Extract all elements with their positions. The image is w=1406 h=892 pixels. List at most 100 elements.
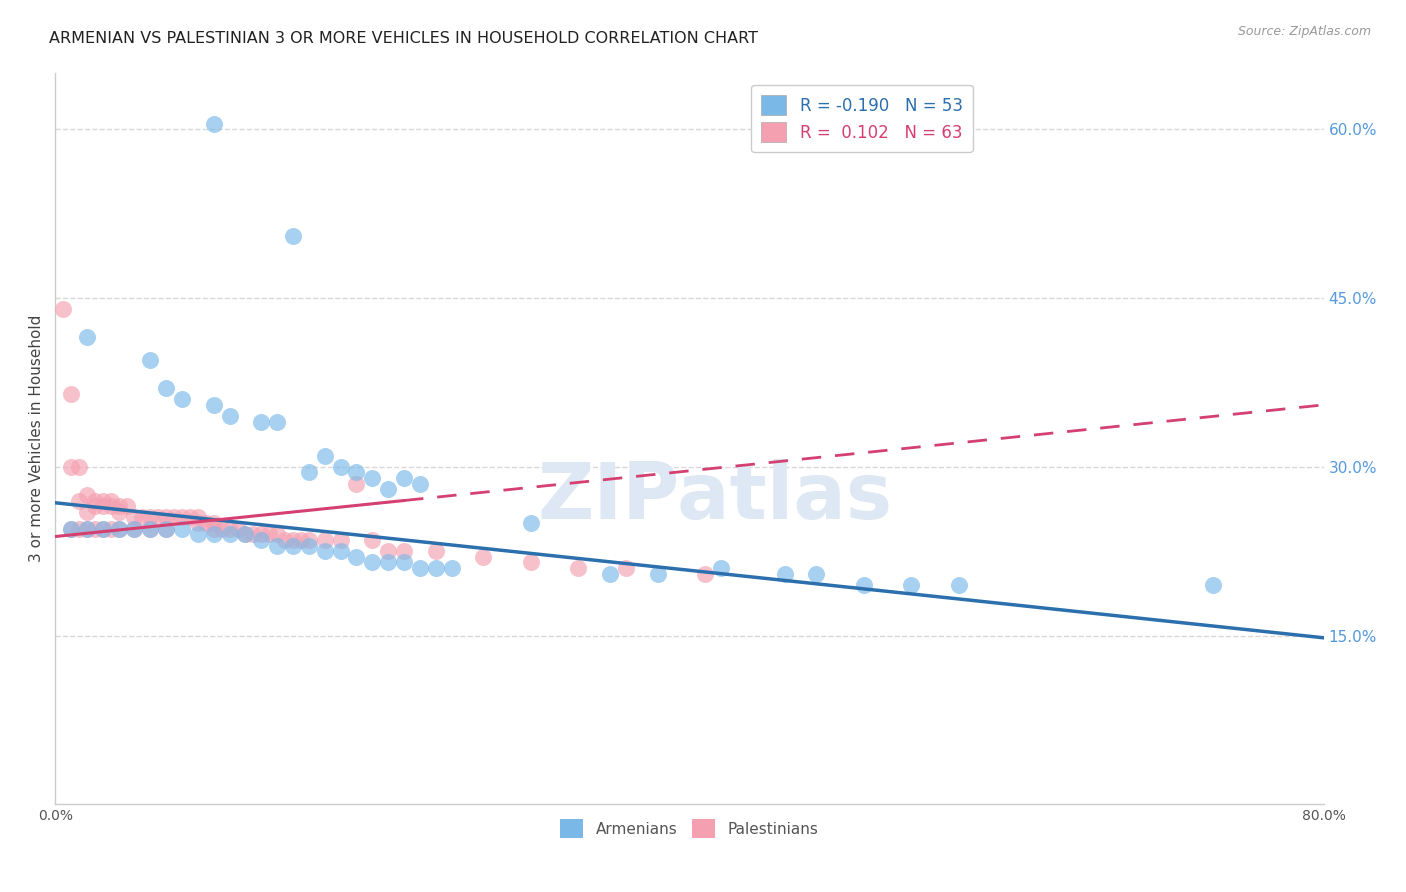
Point <box>392 544 415 558</box>
Point <box>131 510 153 524</box>
Point <box>425 544 447 558</box>
Point <box>599 566 621 581</box>
Point <box>392 471 415 485</box>
Point <box>344 549 367 564</box>
Point <box>266 527 288 541</box>
Point <box>170 392 193 407</box>
Point <box>179 510 201 524</box>
Point <box>695 566 717 581</box>
Point <box>250 527 273 541</box>
Point <box>202 522 225 536</box>
Text: ARMENIAN VS PALESTINIAN 3 OR MORE VEHICLES IN HOUSEHOLD CORRELATION CHART: ARMENIAN VS PALESTINIAN 3 OR MORE VEHICL… <box>49 31 758 46</box>
Point <box>614 561 637 575</box>
Point <box>472 549 495 564</box>
Point <box>852 578 875 592</box>
Point <box>377 544 399 558</box>
Point <box>76 505 98 519</box>
Point <box>250 415 273 429</box>
Point <box>91 499 114 513</box>
Point <box>290 533 312 547</box>
Point <box>235 527 257 541</box>
Point <box>83 493 105 508</box>
Point <box>314 533 336 547</box>
Point <box>139 522 162 536</box>
Point <box>409 561 432 575</box>
Y-axis label: 3 or more Vehicles in Household: 3 or more Vehicles in Household <box>30 315 44 562</box>
Point <box>266 415 288 429</box>
Point <box>344 466 367 480</box>
Point <box>194 516 217 530</box>
Point <box>314 449 336 463</box>
Point <box>67 459 90 474</box>
Point <box>170 510 193 524</box>
Point <box>139 510 162 524</box>
Point <box>274 533 297 547</box>
Point <box>647 566 669 581</box>
Point <box>329 459 352 474</box>
Point <box>361 533 384 547</box>
Point <box>266 539 288 553</box>
Point <box>211 522 233 536</box>
Point <box>148 510 170 524</box>
Point <box>83 522 105 536</box>
Point <box>520 516 543 530</box>
Legend: Armenians, Palestinians: Armenians, Palestinians <box>554 814 824 844</box>
Point <box>242 527 264 541</box>
Text: Source: ZipAtlas.com: Source: ZipAtlas.com <box>1237 25 1371 38</box>
Point <box>226 522 249 536</box>
Point <box>281 533 304 547</box>
Point <box>107 499 129 513</box>
Point <box>567 561 589 575</box>
Point <box>329 544 352 558</box>
Point <box>139 522 162 536</box>
Point <box>257 527 280 541</box>
Point <box>139 352 162 367</box>
Point <box>314 544 336 558</box>
Point <box>100 499 122 513</box>
Point <box>392 556 415 570</box>
Point <box>1201 578 1223 592</box>
Point <box>361 471 384 485</box>
Point <box>425 561 447 575</box>
Point <box>67 493 90 508</box>
Point <box>170 522 193 536</box>
Point <box>100 522 122 536</box>
Point <box>361 556 384 570</box>
Point <box>163 510 186 524</box>
Point <box>377 483 399 497</box>
Point <box>76 522 98 536</box>
Point <box>76 522 98 536</box>
Point <box>76 330 98 344</box>
Point <box>281 539 304 553</box>
Point <box>440 561 463 575</box>
Point <box>235 527 257 541</box>
Point <box>773 566 796 581</box>
Point <box>60 522 83 536</box>
Point <box>806 566 828 581</box>
Point <box>187 510 209 524</box>
Point <box>900 578 922 592</box>
Point <box>377 556 399 570</box>
Point <box>100 493 122 508</box>
Point <box>409 476 432 491</box>
Point <box>218 527 240 541</box>
Point <box>76 488 98 502</box>
Point <box>710 561 733 575</box>
Point <box>115 499 138 513</box>
Point <box>107 522 129 536</box>
Point <box>202 527 225 541</box>
Point <box>155 510 177 524</box>
Point <box>187 527 209 541</box>
Point <box>218 522 240 536</box>
Point <box>218 409 240 424</box>
Point <box>298 466 321 480</box>
Point <box>202 117 225 131</box>
Point <box>202 516 225 530</box>
Point <box>60 522 83 536</box>
Point <box>281 229 304 244</box>
Point <box>83 499 105 513</box>
Point <box>298 539 321 553</box>
Point <box>520 556 543 570</box>
Point <box>202 398 225 412</box>
Point <box>91 522 114 536</box>
